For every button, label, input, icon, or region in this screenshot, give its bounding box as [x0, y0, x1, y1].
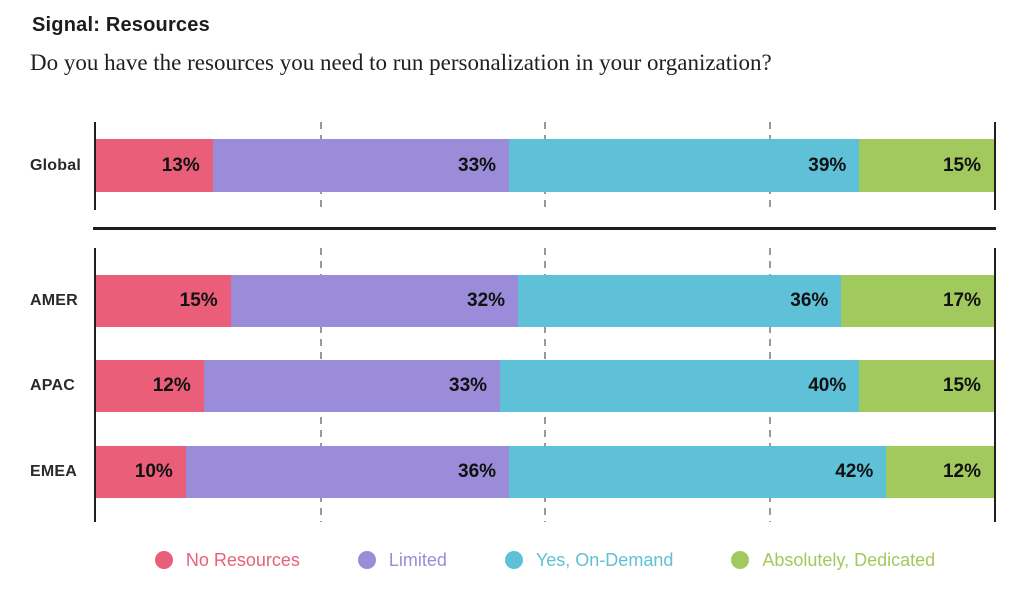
bar-segment: 12% [96, 360, 204, 412]
segment-value-label: 32% [467, 290, 506, 311]
legend-item: Yes, On-Demand [504, 549, 674, 571]
survey-question: Do you have the resources you need to ru… [30, 50, 772, 75]
segment-value-label: 36% [790, 290, 829, 311]
segment-value-label: 12% [942, 461, 981, 482]
legend-dot-icon [357, 551, 376, 569]
legend-item: Absolutely, Dedicated [731, 550, 935, 571]
bar-segment: 39% [509, 139, 860, 192]
segment-value-label: 15% [942, 154, 981, 176]
segment-value-label: 13% [161, 154, 200, 176]
segment-value-label: 40% [808, 375, 847, 396]
bar-segment: 40% [500, 360, 860, 412]
bar-segment: 33% [203, 360, 501, 412]
bar-segment: 10% [96, 446, 186, 498]
bar-segment: 15% [859, 360, 994, 412]
segment-value-label: 17% [942, 290, 981, 311]
bar-segment: 42% [509, 446, 887, 498]
category-label: EMEA [30, 463, 78, 480]
bar-segment: 33% [212, 139, 510, 192]
chart-panel-global: Global 13% 33% 39% 15% [30, 122, 996, 210]
segment-value-label: 15% [179, 290, 218, 311]
bar-segment: 15% [96, 275, 231, 327]
chart-panel-regions: AMER APAC EMEA 15% 32% 36% 17% 12% 33% 40% 15% 10% 3… [30, 248, 996, 522]
bar-segment: 12% [886, 446, 994, 498]
segment-value-label: 33% [449, 375, 488, 396]
chart-legend: No Resources Limited Yes, On-Demand Absolut… [94, 546, 996, 574]
bar-segment: 36% [185, 446, 510, 498]
stacked-bar-amer: 15% 32% 36% 17% [96, 275, 994, 327]
category-label: Global [30, 156, 81, 174]
legend-dot-icon [154, 551, 173, 569]
bar-segment: 36% [518, 275, 842, 327]
bar-segment: 32% [230, 275, 519, 327]
segment-value-label: 33% [458, 154, 497, 176]
legend-label: Absolutely, Dedicated [762, 549, 936, 570]
category-label: APAC [30, 377, 75, 394]
plot-area: 15% 32% 36% 17% 12% 33% 40% 15% 10% 36% 42% 12% [94, 248, 996, 522]
segment-value-label: 36% [458, 461, 497, 482]
segment-value-label: 15% [942, 375, 981, 396]
segment-value-label: 10% [134, 461, 173, 482]
panel-separator [93, 227, 996, 230]
legend-item: No Resources [154, 549, 300, 571]
segment-value-label: 42% [835, 461, 874, 482]
segment-value-label: 12% [152, 375, 191, 396]
stacked-bar-emea: 10% 36% 42% 12% [96, 446, 994, 498]
plot-area: 13% 33% 39% 15% [94, 122, 996, 210]
page-title: Signal: Resources [32, 14, 210, 36]
legend-label: Limited [388, 549, 447, 570]
legend-label: Yes, On-Demand [535, 549, 674, 570]
stacked-bar-global: 13% 33% 39% 15% [96, 139, 994, 192]
category-label: AMER [30, 292, 78, 309]
legend-item: Limited [357, 549, 447, 571]
legend-label: No Resources [185, 549, 300, 570]
bar-segment: 17% [841, 275, 994, 327]
bar-segment: 15% [859, 139, 994, 192]
bar-segment: 13% [96, 139, 213, 192]
legend-dot-icon [504, 551, 523, 569]
segment-value-label: 39% [808, 154, 847, 176]
stacked-bar-apac: 12% 33% 40% 15% [96, 360, 994, 412]
legend-dot-icon [731, 551, 750, 569]
